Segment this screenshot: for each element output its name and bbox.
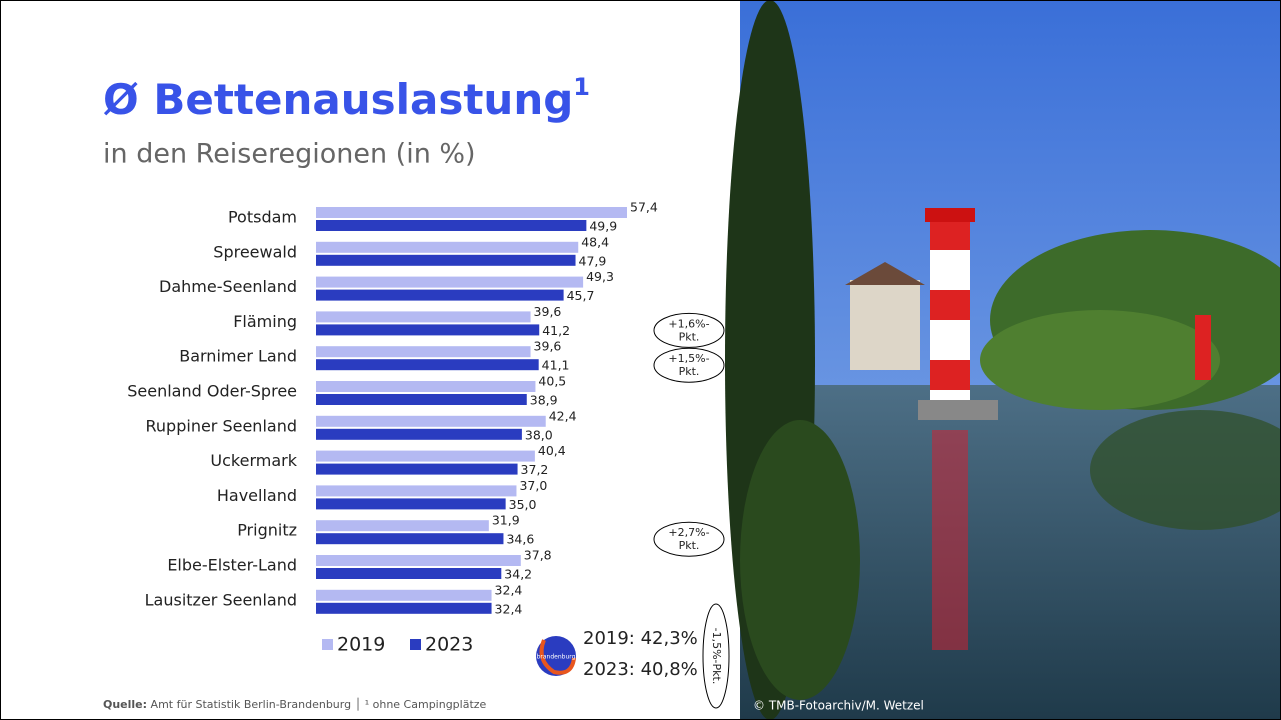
bar — [316, 498, 506, 510]
category-label: Prignitz — [237, 521, 297, 540]
bar — [316, 311, 531, 323]
bar — [316, 394, 527, 405]
category-label: Dahme-Seenland — [159, 277, 297, 296]
value-label: 37,8 — [524, 548, 552, 563]
summary-line: 2023: 40,8% — [583, 659, 698, 680]
bar — [316, 533, 504, 545]
bar — [316, 359, 539, 371]
category-label: Havelland — [217, 486, 297, 505]
bar — [316, 415, 546, 427]
bar — [316, 254, 576, 266]
category-label: Uckermark — [210, 451, 297, 470]
value-label: 38,9 — [530, 393, 558, 408]
bar — [316, 207, 627, 218]
value-label: 37,2 — [521, 462, 549, 477]
summary-line: 2019: 42,3% — [583, 628, 698, 649]
bar — [316, 520, 489, 532]
bar — [316, 241, 579, 253]
bar — [316, 381, 536, 392]
title-footnote: 1 — [573, 73, 590, 101]
value-label: 35,0 — [509, 497, 537, 512]
value-label: 34,2 — [504, 567, 532, 582]
annotation-text: +1,6%- — [668, 317, 709, 330]
annotation-text: Pkt. — [679, 539, 700, 552]
difference-text: -1,5%-Pkt. — [710, 628, 723, 685]
bar — [316, 289, 564, 301]
annotation-text: Pkt. — [679, 330, 700, 343]
difference-oval — [702, 603, 730, 709]
bar — [316, 324, 540, 336]
category-label: Ruppiner Seenland — [146, 416, 297, 435]
legend-swatch — [410, 639, 421, 650]
legend-swatch — [322, 639, 333, 650]
bar — [316, 568, 502, 579]
value-label: 39,6 — [534, 304, 562, 319]
title-text: Ø Bettenauslastung — [103, 75, 573, 124]
bar — [316, 450, 535, 462]
value-label: 34,6 — [506, 532, 534, 547]
value-label: 41,1 — [542, 358, 570, 373]
title: Ø Bettenauslastung1 — [103, 73, 590, 124]
value-label: 49,3 — [586, 269, 614, 284]
annotation-text: Pkt. — [679, 365, 700, 378]
annotation-oval — [653, 347, 725, 383]
legend-label: 2019 — [337, 634, 385, 656]
value-label: 38,0 — [525, 427, 553, 442]
bar — [316, 220, 587, 231]
value-label: 37,0 — [519, 478, 547, 493]
bar — [316, 555, 521, 566]
annotation-text: +1,5%- — [668, 352, 709, 365]
logo-text: brandenburg — [537, 654, 576, 661]
source: Quelle: Amt für Statistik Berlin-Branden… — [103, 697, 487, 711]
source-label: Quelle: — [103, 698, 147, 711]
value-label: 57,4 — [630, 200, 658, 215]
annotation-oval — [653, 312, 725, 348]
bar — [316, 463, 518, 475]
value-label: 47,9 — [579, 253, 607, 268]
value-label: 49,9 — [589, 219, 617, 234]
value-label: 40,4 — [538, 443, 566, 458]
photo — [725, 0, 1281, 720]
annotation-oval — [653, 521, 725, 557]
category-label: Elbe-Elster-Land — [167, 556, 297, 575]
category-label: Spreewald — [213, 242, 297, 261]
value-label: 45,7 — [567, 288, 595, 303]
bar — [316, 428, 522, 440]
value-label: 32,4 — [495, 601, 523, 616]
category-label: Fläming — [233, 312, 297, 331]
bar — [316, 589, 492, 601]
legend-label: 2023 — [425, 634, 473, 656]
category-label: Lausitzer Seenland — [145, 590, 297, 609]
bar — [316, 602, 492, 614]
value-label: 40,5 — [538, 374, 566, 389]
value-label: 31,9 — [492, 513, 520, 528]
value-label: 48,4 — [581, 234, 609, 249]
value-label: 42,4 — [549, 408, 577, 423]
value-label: 41,2 — [542, 323, 570, 338]
category-label: Barnimer Land — [179, 347, 297, 366]
annotation-text: +2,7%- — [668, 526, 709, 539]
value-label: 39,6 — [534, 339, 562, 354]
category-label: Seenland Oder-Spree — [127, 382, 297, 401]
source-text: Amt für Statistik Berlin-Brandenburg │ ¹… — [147, 697, 487, 711]
value-label: 32,4 — [495, 582, 523, 597]
logo-swirl — [539, 639, 576, 675]
category-label: Potsdam — [228, 208, 297, 227]
bar — [316, 276, 584, 288]
photo-credit: © TMB-Fotoarchiv/M. Wetzel — [753, 699, 924, 713]
bar — [316, 346, 531, 358]
bar — [316, 485, 517, 497]
subtitle: in den Reiseregionen (in %) — [103, 139, 476, 170]
